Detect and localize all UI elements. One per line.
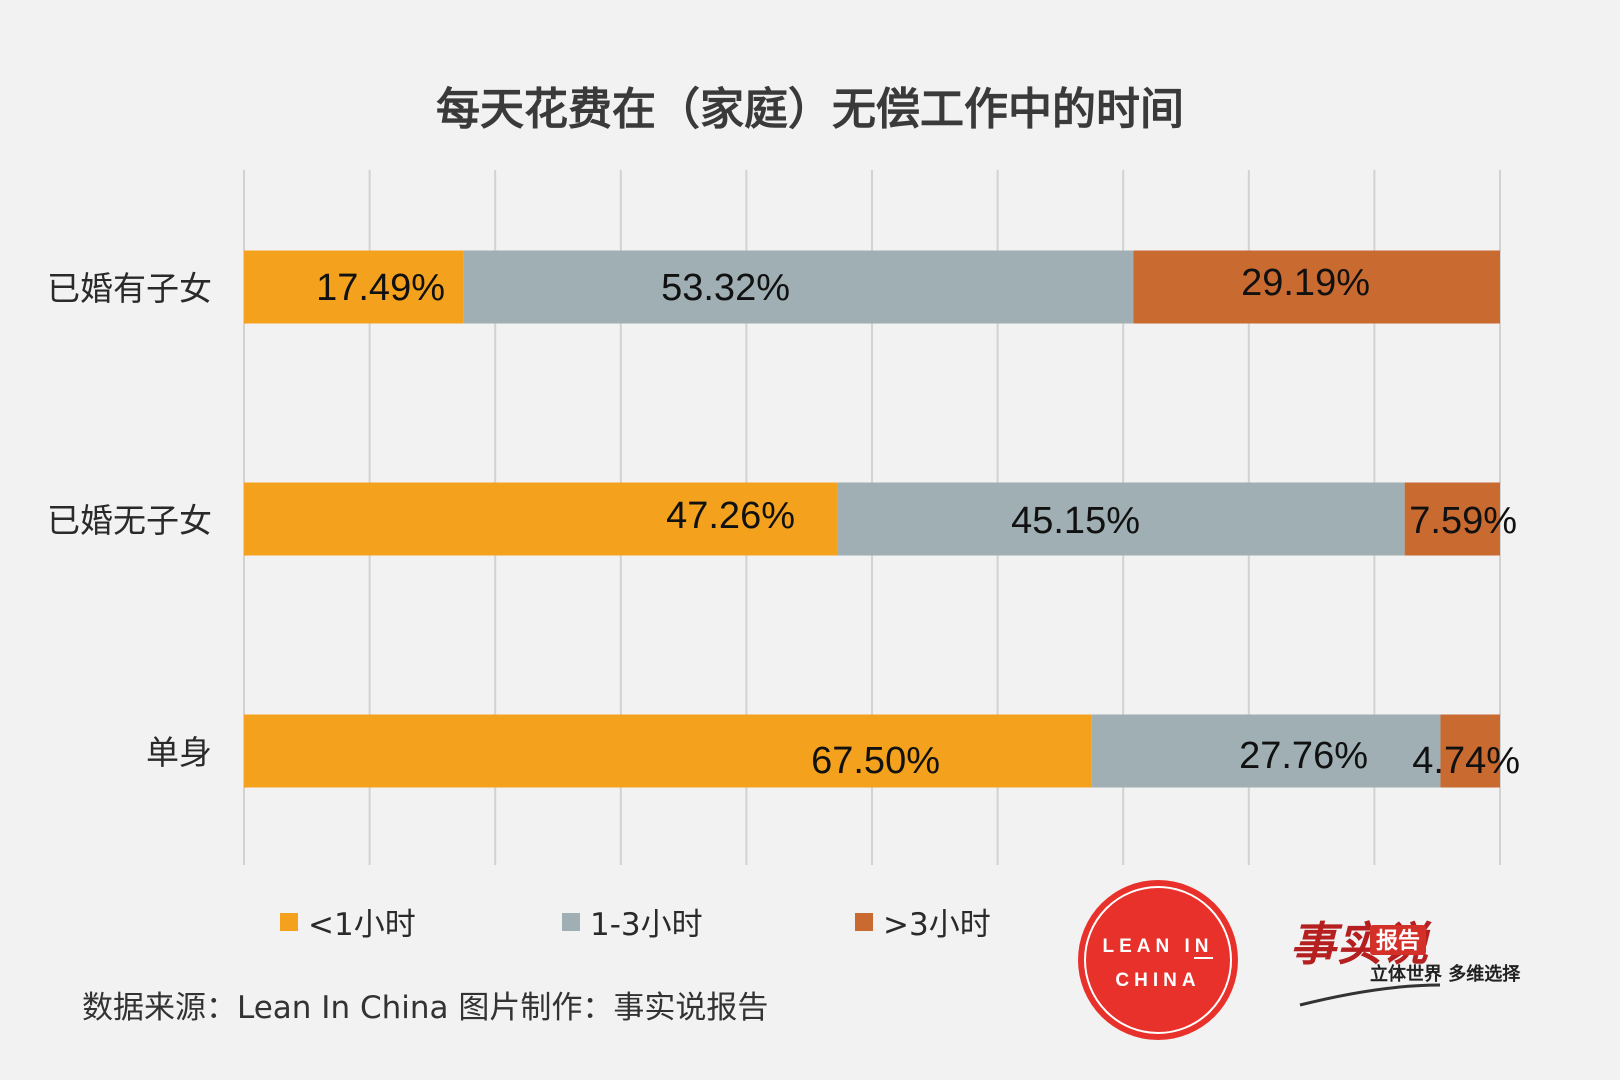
bar-segment [244,250,464,324]
category-label: 单身 [146,733,212,772]
value-label: 53.32% [661,267,790,309]
legend-swatch [855,913,873,931]
lean-in-logo-circle [1078,880,1238,1040]
bar-segment [244,482,838,556]
brand-brush-stroke [1299,983,1441,1007]
logo-line1: LEAN IN [1103,936,1214,957]
value-label: 67.50% [811,740,940,782]
value-label: 27.76% [1239,735,1368,777]
chart-title: 每天花费在（家庭）无偿工作中的时间 [436,84,1184,135]
source-note: 数据来源：Lean In China 图片制作：事实说报告 [82,990,768,1026]
legend-label: 1-3小时 [590,907,703,943]
brand-slogan: 立体世界 多维选择 [1370,963,1521,985]
bar-segment [837,482,1405,556]
bar-segment [1404,482,1500,556]
bar-segment [1440,714,1500,788]
chart-bars: 17.49% 53.32% 29.19% 47.26% 45.15% 7.59% 67.50… [244,250,1520,788]
bar-segment [1133,250,1500,324]
brand-badge: 报告 [1376,928,1420,954]
lean-in-logo-ring [1084,886,1232,1034]
legend: <1小时 1-3小时 >3小时 [280,907,991,943]
brand-badge-box [1370,925,1426,955]
category-label: 已婚有子女 [47,269,212,308]
logo-line2: CHINA [1115,970,1200,991]
value-label: 4.74% [1412,740,1520,782]
brand-logo: 事实说 报告 立体世界 多维选择 [1290,917,1521,1007]
bar-segment [463,250,1134,324]
legend-swatch [562,913,580,931]
lean-in-logo: LEAN IN CHINA [1078,880,1238,1040]
value-label: 29.19% [1241,262,1370,304]
bar-segment [244,714,1092,788]
value-label: 7.59% [1409,500,1517,542]
legend-label: >3小时 [883,907,991,943]
bar-segment [1091,714,1441,788]
value-label: 45.15% [1011,500,1140,542]
category-label: 已婚无子女 [47,501,212,540]
value-label: 17.49% [316,267,445,309]
legend-swatch [280,913,298,931]
legend-label: <1小时 [308,907,416,943]
value-label: 47.26% [666,495,795,537]
